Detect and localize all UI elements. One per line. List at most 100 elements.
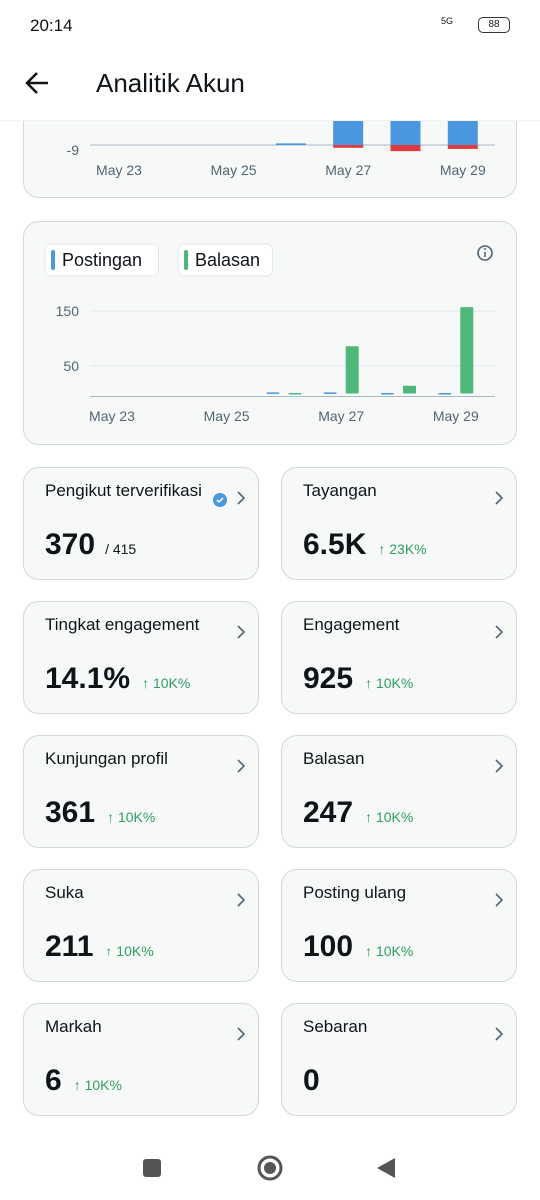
stat-number: 14.1%	[45, 662, 131, 695]
stat-number: 211	[45, 930, 94, 963]
bar	[403, 385, 416, 394]
stat-label: Posting ulang	[303, 883, 407, 902]
stat-label: Sebaran	[303, 1017, 368, 1036]
stat-change: ↑ 10K%	[142, 675, 191, 691]
stat-label: Markah	[45, 1017, 102, 1036]
bar	[288, 392, 302, 395]
stat-value: 925 ↑ 10K%	[303, 662, 413, 696]
stat-number: 6.5K	[303, 528, 367, 561]
x-tick-label: May 29	[440, 162, 486, 178]
bar	[345, 346, 359, 394]
x-tick-label: May 27	[318, 408, 364, 424]
bar	[390, 119, 421, 146]
stat-change: ↑ 10K%	[107, 809, 156, 825]
home-button[interactable]	[257, 1155, 283, 1181]
stat-value: 14.1% ↑ 10K%	[45, 662, 190, 696]
stat-number: 100	[303, 930, 354, 963]
y-tick-label: 150	[56, 303, 80, 319]
network: 5G	[441, 16, 454, 26]
x-tick-label: May 23	[96, 162, 142, 178]
x-tick-label: May 25	[204, 408, 250, 424]
stat-number: 361	[45, 796, 96, 829]
page-title: Analitik Akun	[96, 68, 245, 98]
stat-change: ↑ 23K%	[378, 541, 427, 557]
stat-change: ↑ 10K%	[105, 943, 154, 959]
stat-number: 247	[303, 796, 354, 829]
bar	[275, 143, 306, 146]
bar	[333, 119, 364, 146]
stat-value: 6.5K ↑ 23K%	[303, 528, 427, 562]
stat-value: 247 ↑ 10K%	[303, 796, 413, 830]
stat-change: ↑ 10K%	[365, 675, 414, 691]
stat-number: 370	[45, 528, 96, 561]
legend-chip	[44, 243, 159, 277]
stat-card[interactable]: Posting ulang 100 ↑ 10K%	[281, 869, 517, 982]
chevron	[495, 491, 504, 505]
stat-value: 6 ↑ 10K%	[45, 1064, 122, 1098]
nav-bar	[143, 1155, 395, 1181]
stat-change: ↑ 10K%	[365, 809, 414, 825]
bar	[266, 392, 280, 394]
chevron	[495, 759, 504, 773]
stat-label: Suka	[45, 883, 84, 902]
battery: 88	[478, 17, 510, 33]
stat-card[interactable]: Suka 211 ↑ 10K%	[23, 869, 259, 982]
stat-number: 6	[45, 1064, 62, 1097]
stat-card[interactable]: Engagement 925 ↑ 10K%	[281, 601, 517, 714]
stat-label: Balasan	[303, 749, 365, 768]
legend-chip	[177, 243, 273, 277]
stat-label: Tingkat engagement	[45, 615, 200, 634]
stat-value: 211 ↑ 10K%	[45, 930, 154, 964]
stat-label: Kunjungan profil	[45, 749, 168, 768]
x-tick-label: May 27	[325, 162, 371, 178]
bar	[447, 145, 478, 149]
info-icon[interactable]	[477, 245, 493, 261]
stat-card[interactable]: Balasan 247 ↑ 10K%	[281, 735, 517, 848]
stat-number: 0	[303, 1064, 320, 1097]
stat-card[interactable]: Tayangan 6.5K ↑ 23K%	[281, 467, 517, 580]
stat-card[interactable]: Markah 6 ↑ 10K%	[23, 1003, 259, 1116]
chevron	[237, 1027, 246, 1041]
legend-label: Postingan	[62, 250, 142, 270]
bar	[333, 145, 364, 148]
bar	[323, 392, 337, 394]
clock: 20:14	[30, 16, 73, 35]
stat-value: 0	[303, 1064, 320, 1098]
chevron	[237, 491, 246, 505]
chevron	[237, 625, 246, 639]
stat-card[interactable]: Pengikut terverifikasi 370 / 415	[23, 467, 259, 580]
stat-total: / 415	[105, 541, 137, 557]
x-tick-label: May 23	[89, 408, 135, 424]
legend-swatch	[51, 250, 55, 270]
bar	[438, 392, 452, 395]
y-tick-label: -9	[67, 142, 80, 158]
chevron	[237, 893, 246, 907]
stat-label: Engagement	[303, 615, 400, 634]
stat-number: 925	[303, 662, 354, 695]
y-tick-label: 50	[63, 358, 79, 374]
chevron	[237, 759, 246, 773]
stat-card[interactable]: Kunjungan profil 361 ↑ 10K%	[23, 735, 259, 848]
stat-change: ↑ 10K%	[365, 943, 414, 959]
bar	[460, 307, 474, 394]
x-tick-label: May 25	[211, 162, 257, 178]
stat-change: ↑ 10K%	[73, 1077, 122, 1093]
verified-badge	[213, 493, 227, 507]
back-nav-button[interactable]	[377, 1158, 395, 1178]
bar	[390, 145, 421, 152]
legend-swatch	[184, 250, 188, 270]
stat-value: 361 ↑ 10K%	[45, 796, 155, 830]
top-bar: 20:14 5G 88 Analitik Akun	[0, 0, 540, 121]
back-button[interactable]	[24, 70, 52, 96]
recents-button[interactable]	[143, 1159, 161, 1177]
chevron	[495, 625, 504, 639]
stat-card[interactable]: Tingkat engagement 14.1% ↑ 10K%	[23, 601, 259, 714]
stat-card[interactable]: Sebaran 0	[281, 1003, 517, 1116]
chevron	[495, 893, 504, 907]
stat-label: Tayangan	[303, 481, 377, 500]
legend-label: Balasan	[195, 250, 260, 270]
bar	[447, 119, 478, 146]
x-tick-label: May 29	[433, 408, 479, 424]
stat-value: 100 ↑ 10K%	[303, 930, 413, 964]
